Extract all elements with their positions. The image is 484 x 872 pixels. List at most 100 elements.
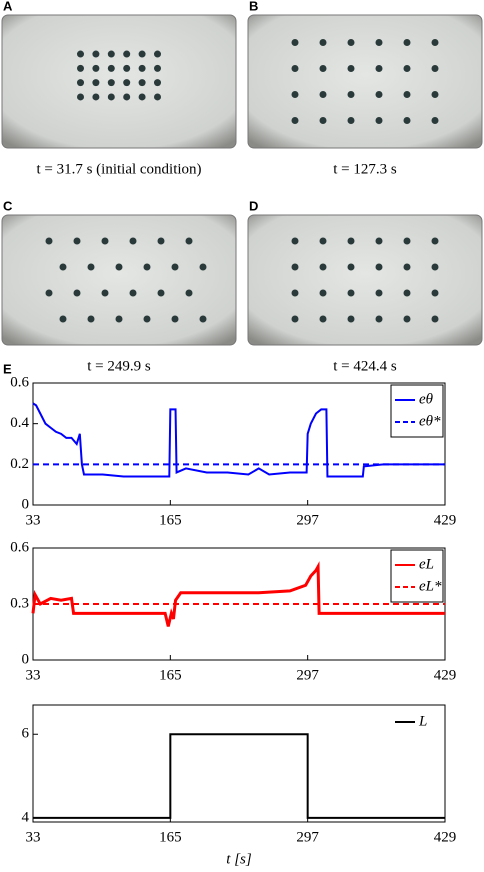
x-tick-label: 33	[26, 667, 41, 683]
robot	[375, 315, 383, 323]
robot	[319, 39, 327, 46]
y-tick-label: 0.6	[10, 539, 29, 555]
robot	[107, 79, 115, 87]
x-tick-label: 165	[159, 667, 182, 683]
legend-label: L	[418, 713, 427, 729]
robot	[157, 289, 165, 297]
robot	[347, 289, 355, 297]
robot	[73, 237, 81, 245]
robot	[157, 237, 165, 245]
robot	[319, 65, 327, 72]
robot	[431, 39, 439, 46]
robot	[92, 93, 100, 101]
y-tick-label: 4	[22, 809, 30, 825]
x-tick-label: 165	[159, 512, 182, 528]
robot	[375, 39, 383, 46]
robot	[347, 315, 355, 323]
photo-caption: t = 31.7 s (initial condition)	[36, 161, 201, 177]
robot	[319, 91, 327, 98]
robot	[154, 93, 161, 101]
robot	[375, 65, 383, 72]
legend-label: eθ	[419, 391, 434, 407]
robot	[73, 289, 81, 297]
robot	[143, 315, 151, 323]
robot	[129, 237, 137, 245]
plot-frame	[32, 382, 446, 506]
y-tick-label: 0.2	[10, 456, 29, 472]
legend-label: eL	[419, 556, 434, 572]
legend-box	[390, 549, 444, 603]
robot	[77, 79, 84, 87]
robot	[138, 64, 146, 72]
robot	[143, 263, 151, 271]
robot	[291, 237, 299, 245]
robot	[403, 315, 411, 323]
robot	[375, 237, 383, 245]
data-line	[32, 402, 445, 478]
robot	[431, 237, 439, 245]
plot-frame	[32, 704, 446, 823]
panel-label: D	[249, 198, 258, 213]
robot	[319, 237, 327, 245]
robot	[347, 237, 355, 245]
robot	[59, 263, 67, 271]
robot	[92, 79, 100, 87]
x-tick-label: 33	[26, 512, 41, 528]
panel-label: C	[3, 198, 13, 213]
robot	[291, 263, 299, 271]
robot	[101, 237, 109, 245]
robot	[123, 93, 131, 101]
robot	[403, 39, 411, 46]
robot	[431, 65, 439, 72]
robot	[347, 263, 355, 271]
robot	[77, 64, 84, 72]
robot	[101, 289, 109, 297]
robot	[431, 117, 439, 124]
x-tick-label: 429	[434, 512, 457, 528]
robot	[403, 91, 411, 98]
robot	[154, 79, 161, 87]
robot	[138, 93, 146, 101]
robot	[375, 289, 383, 297]
robot	[291, 39, 299, 46]
robot	[403, 237, 411, 245]
x-tick-label: 33	[26, 829, 41, 845]
robot	[171, 315, 179, 323]
x-tick-label: 429	[434, 829, 457, 845]
legend-label: eθ*	[419, 413, 441, 429]
photo-caption: t = 424.4 s	[333, 358, 397, 374]
y-tick-label: 0	[22, 651, 30, 667]
robot	[291, 289, 299, 297]
robot	[291, 117, 299, 124]
robot	[115, 263, 123, 271]
robot	[123, 50, 131, 58]
robot	[291, 315, 299, 323]
photo-caption: t = 127.3 s	[333, 161, 397, 177]
robot	[77, 93, 84, 101]
y-tick-label: 0.4	[10, 415, 29, 431]
robot	[403, 117, 411, 124]
robot	[347, 91, 355, 98]
data-line	[31, 561, 445, 627]
robot	[87, 315, 95, 323]
robot	[403, 289, 411, 297]
x-tick-label: 297	[296, 667, 319, 683]
robot	[431, 289, 439, 297]
photo	[247, 214, 483, 346]
robot	[431, 263, 439, 271]
legend-label: eL*	[419, 578, 442, 594]
robot	[123, 79, 131, 87]
robot	[199, 263, 207, 271]
photo	[247, 14, 483, 149]
robot	[123, 64, 131, 72]
robot	[92, 50, 100, 58]
robot	[59, 315, 67, 323]
panel-label: A	[3, 0, 13, 13]
y-tick-label: 0.3	[10, 595, 29, 611]
robot	[199, 315, 207, 323]
photo	[1, 14, 237, 149]
photo	[1, 214, 237, 346]
robot	[77, 50, 84, 58]
robot	[375, 91, 383, 98]
